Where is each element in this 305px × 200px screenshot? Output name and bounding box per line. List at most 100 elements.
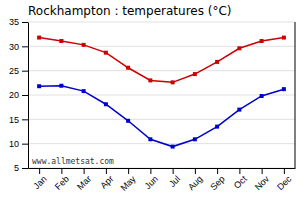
marker bbox=[104, 51, 108, 55]
x-tick-label: Jun bbox=[143, 174, 160, 191]
grid-line bbox=[28, 70, 295, 71]
frame-right bbox=[295, 22, 296, 168]
y-tick-mark bbox=[22, 168, 28, 169]
marker bbox=[82, 43, 86, 47]
y-tick-label: 30 bbox=[9, 42, 19, 52]
x-tick-label: Sep bbox=[208, 174, 226, 192]
marker bbox=[215, 60, 219, 64]
grid-line bbox=[28, 95, 295, 96]
x-tick-mark bbox=[195, 168, 196, 174]
marker bbox=[237, 108, 241, 112]
x-tick: May bbox=[119, 168, 138, 193]
plot: 5 10 15 20 25 30 35 Jan FebMar AprMay Jun Jul AugSep… bbox=[9, 17, 296, 193]
x-tick-label: Jan bbox=[31, 174, 48, 191]
x-tick-label: Mar bbox=[75, 174, 93, 192]
x-tick: Oct bbox=[232, 168, 249, 191]
y-tick-mark bbox=[22, 119, 28, 120]
x-axis: Jan FebMar AprMay Jun Jul AugSep OctNovDec bbox=[29, 168, 296, 193]
y-tick: 10 bbox=[9, 139, 28, 149]
x-tick-label: May bbox=[119, 173, 138, 192]
y-tick: 25 bbox=[9, 66, 28, 76]
x-tick-mark bbox=[39, 168, 40, 174]
y-tick: 30 bbox=[9, 42, 28, 52]
chart: 5 10 15 20 25 30 35 Jan FebMar AprMay Jun Jul AugSep… bbox=[0, 0, 305, 200]
grid-line bbox=[28, 22, 295, 23]
x-tick-label: Apr bbox=[98, 174, 115, 191]
marker bbox=[59, 39, 63, 43]
y-tick-mark bbox=[22, 46, 28, 47]
x-tick-label: Oct bbox=[232, 173, 249, 190]
x-tick-label: Jul bbox=[167, 174, 182, 189]
x-tick: Jun bbox=[143, 168, 160, 191]
x-tick-mark bbox=[284, 168, 285, 174]
x-tick: Jan bbox=[31, 168, 48, 191]
series-group bbox=[37, 36, 286, 149]
x-tick: Aug bbox=[186, 168, 204, 192]
marker bbox=[104, 102, 108, 106]
x-tick-mark bbox=[84, 168, 85, 174]
y-tick-mark bbox=[22, 71, 28, 72]
x-tick-label: Nov bbox=[253, 173, 272, 192]
y-tick-label: 20 bbox=[9, 90, 19, 100]
x-tick: Mar bbox=[75, 168, 93, 192]
x-tick: Nov bbox=[253, 168, 272, 192]
y-tick: 5 bbox=[14, 163, 28, 173]
marker bbox=[215, 125, 219, 129]
x-tick-mark bbox=[61, 168, 62, 174]
grid-line bbox=[28, 119, 295, 120]
x-tick-label: Feb bbox=[53, 174, 71, 192]
y-axis-line bbox=[28, 23, 29, 169]
marker bbox=[126, 119, 130, 123]
marker bbox=[237, 46, 241, 50]
x-tick-mark bbox=[262, 168, 263, 174]
y-tick: 35 bbox=[9, 17, 28, 27]
x-tick-mark bbox=[128, 168, 129, 174]
y-tick-label: 10 bbox=[9, 139, 19, 149]
title: Rockhampton : temperatures (°C) bbox=[28, 4, 232, 18]
x-tick: Sep bbox=[208, 168, 226, 192]
grid-line bbox=[28, 46, 295, 47]
marker bbox=[148, 137, 152, 141]
x-tick-mark bbox=[217, 168, 218, 174]
marker bbox=[171, 80, 175, 84]
y-tick-mark bbox=[22, 95, 28, 96]
grid-line bbox=[28, 168, 295, 169]
series-line bbox=[39, 86, 284, 147]
x-axis-line bbox=[29, 168, 296, 169]
marker bbox=[260, 39, 264, 43]
x-tick-label: Dec bbox=[275, 173, 294, 192]
marker bbox=[193, 72, 197, 76]
y-tick-label: 25 bbox=[9, 66, 19, 76]
x-tick: Apr bbox=[98, 168, 115, 191]
marker bbox=[37, 36, 41, 40]
y-tick: 15 bbox=[9, 115, 28, 125]
marker bbox=[148, 78, 152, 82]
marker bbox=[37, 84, 41, 88]
x-tick: Feb bbox=[53, 168, 71, 192]
marker bbox=[282, 87, 286, 91]
series-line bbox=[39, 38, 284, 83]
y-tick: 20 bbox=[9, 90, 28, 100]
y-tick-label: 5 bbox=[14, 163, 19, 173]
marker bbox=[171, 145, 175, 149]
y-tick-label: 35 bbox=[9, 17, 19, 27]
x-tick: Jul bbox=[167, 168, 182, 189]
marker bbox=[126, 66, 130, 70]
y-tick-mark bbox=[22, 22, 28, 23]
y-tick-mark bbox=[22, 144, 28, 145]
x-tick: Dec bbox=[275, 168, 294, 192]
x-tick-label: Aug bbox=[186, 174, 204, 192]
x-tick-mark bbox=[173, 168, 174, 174]
x-tick-mark bbox=[239, 168, 240, 174]
x-tick-mark bbox=[150, 168, 151, 174]
marker bbox=[193, 137, 197, 141]
marker bbox=[82, 89, 86, 93]
grid bbox=[28, 22, 295, 168]
x-tick-mark bbox=[106, 168, 107, 174]
marker bbox=[282, 36, 286, 40]
y-tick-label: 15 bbox=[9, 115, 19, 125]
y-axis: 5 10 15 20 25 30 35 bbox=[9, 17, 29, 173]
marker bbox=[260, 94, 264, 98]
marker bbox=[59, 84, 63, 88]
annotation: www.allmetsat.com bbox=[32, 157, 114, 166]
